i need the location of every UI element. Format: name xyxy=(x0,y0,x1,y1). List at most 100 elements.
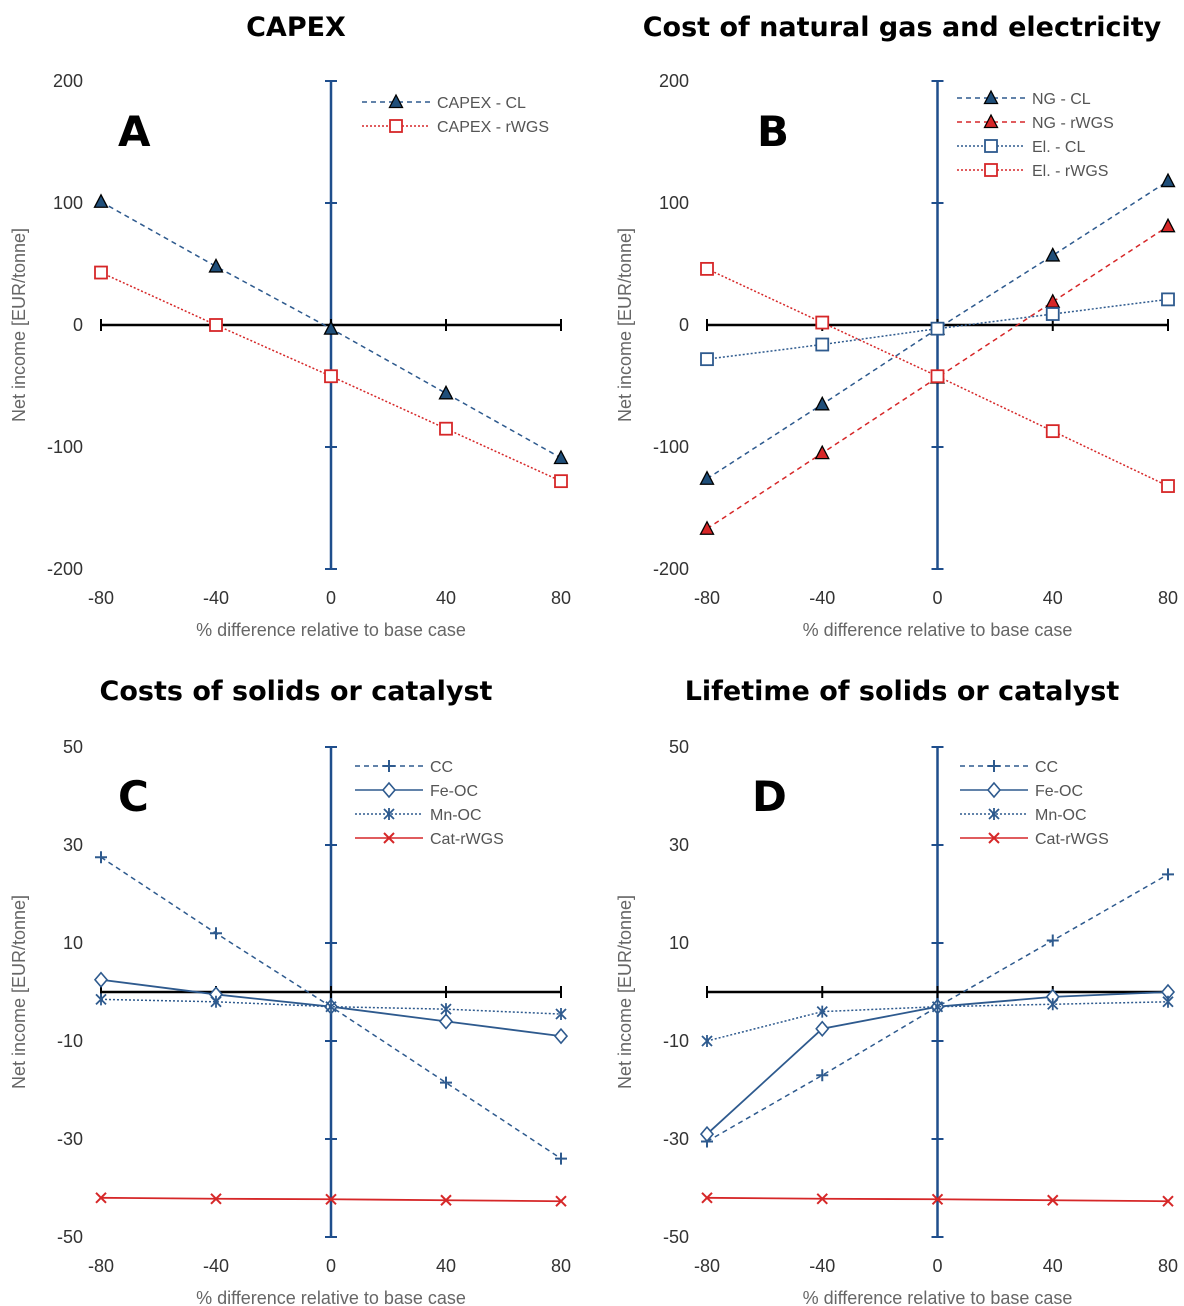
data-point xyxy=(930,369,945,384)
data-point xyxy=(1160,217,1176,233)
data-point xyxy=(438,1013,454,1030)
data-point xyxy=(440,1194,452,1206)
data-point xyxy=(1046,934,1059,947)
data-point xyxy=(700,352,714,367)
y-tick-label: 200 xyxy=(659,71,689,91)
legend-entry: NG - CL xyxy=(957,89,1091,108)
legend-entry: CAPEX - CL xyxy=(362,93,526,112)
x-tick-label: 40 xyxy=(1043,1256,1063,1276)
data-point xyxy=(1162,995,1174,1008)
x-tick-label: 40 xyxy=(436,588,456,608)
data-point xyxy=(555,1152,567,1165)
chart-title: Cost of natural gas and electricity xyxy=(643,12,1162,43)
data-point xyxy=(323,320,339,335)
data-point xyxy=(554,474,568,489)
y-tick-label: -30 xyxy=(663,1129,689,1149)
data-point xyxy=(816,1069,829,1082)
data-point xyxy=(325,1193,337,1205)
x-tick-label: 0 xyxy=(932,1256,942,1276)
chart-panel-d: Lifetime of solids or catalyst D -50 -30 -10… xyxy=(615,676,1178,1306)
y-tick-label: -100 xyxy=(47,437,83,457)
y-axis-title: Net income [EUR/tonne] xyxy=(615,228,635,422)
data-point xyxy=(1161,292,1175,307)
data-point xyxy=(816,1005,828,1018)
y-tick-label: 30 xyxy=(63,835,83,855)
data-point xyxy=(1047,998,1059,1011)
y-tick-label: 50 xyxy=(669,737,689,757)
legend-marker xyxy=(383,760,395,772)
panel-letter: C xyxy=(118,772,149,821)
data-point xyxy=(325,1000,337,1013)
legend-marker xyxy=(383,808,395,820)
data-point xyxy=(439,421,453,436)
data-point xyxy=(210,995,222,1008)
y-axis-title: Net income [EUR/tonne] xyxy=(615,895,635,1089)
data-point xyxy=(1160,172,1176,188)
data-point xyxy=(93,971,109,988)
legend-entry: CC xyxy=(355,759,453,776)
legend-entry: Fe-OC xyxy=(355,781,478,800)
data-point xyxy=(814,444,830,460)
series-line xyxy=(706,225,1169,530)
data-point xyxy=(815,337,830,352)
data-point xyxy=(1162,868,1174,881)
chart-panel-b: Cost of natural gas and electricity B -200… xyxy=(615,12,1178,640)
y-tick-label: 100 xyxy=(659,193,689,213)
y-tick-label: -30 xyxy=(57,1129,83,1149)
series-line xyxy=(706,180,1169,480)
legend-entry: Cat-rWGS xyxy=(355,831,504,848)
data-point xyxy=(1045,307,1060,321)
series-capex-cl xyxy=(93,193,569,465)
series-cat-rwgs xyxy=(701,1192,1174,1207)
y-tick-label: 10 xyxy=(669,933,689,953)
x-tick-label: -40 xyxy=(203,588,229,608)
legend-marker xyxy=(381,781,397,799)
legend-marker xyxy=(986,781,1002,799)
series-capex-rwgs xyxy=(94,265,568,489)
y-tick-label: -200 xyxy=(47,559,83,579)
data-point xyxy=(815,1020,830,1037)
y-tick-label: 100 xyxy=(53,193,83,213)
data-point xyxy=(1045,247,1061,262)
data-point xyxy=(1047,1194,1059,1206)
legend-label: CAPEX - CL xyxy=(437,95,526,112)
data-point xyxy=(814,395,830,411)
legend-entry: Mn-OC xyxy=(355,807,482,824)
legend-label: CAPEX - rWGS xyxy=(437,119,549,136)
chart-panel-a: CAPEX A -200 -100 0 100 200 -80 -40 0 40 80 % differ… xyxy=(9,12,571,640)
legend-entry: CAPEX - rWGS xyxy=(362,119,549,136)
data-point xyxy=(555,1195,567,1207)
y-axis-title: Net income [EUR/tonne] xyxy=(9,895,29,1089)
legend-entry: NG - rWGS xyxy=(957,113,1114,132)
legend-marker xyxy=(388,93,404,109)
legend-marker xyxy=(983,89,999,105)
y-tick-label: -50 xyxy=(57,1227,83,1247)
y-tick-label: 0 xyxy=(679,315,689,335)
x-tick-label: 0 xyxy=(932,588,942,608)
x-tick-label: 80 xyxy=(1158,1256,1178,1276)
y-tick-label: 30 xyxy=(669,835,689,855)
panel-letter: A xyxy=(118,107,151,156)
legend-label: CC xyxy=(430,759,453,776)
legend-marker xyxy=(984,163,998,177)
data-point xyxy=(930,321,945,336)
y-tick-label: -200 xyxy=(653,559,689,579)
legend-label: NG - CL xyxy=(1032,91,1091,108)
legend-marker xyxy=(383,832,395,844)
x-tick-label: -40 xyxy=(809,588,835,608)
y-tick-label: -10 xyxy=(663,1031,689,1051)
y-tick-label: -100 xyxy=(653,437,689,457)
x-tick-label: -80 xyxy=(694,588,720,608)
data-point xyxy=(210,1193,222,1205)
series-mn-oc xyxy=(95,993,567,1021)
data-point xyxy=(553,1027,569,1045)
x-axis-title: % difference relative to base case xyxy=(803,620,1073,640)
series-cat-rwgs xyxy=(95,1192,567,1207)
legend-label: CC xyxy=(1035,759,1058,776)
legend-marker xyxy=(983,113,999,129)
data-point xyxy=(555,1008,567,1021)
data-point xyxy=(699,1125,715,1143)
data-point xyxy=(95,851,107,864)
series-mn-oc xyxy=(701,995,1174,1047)
